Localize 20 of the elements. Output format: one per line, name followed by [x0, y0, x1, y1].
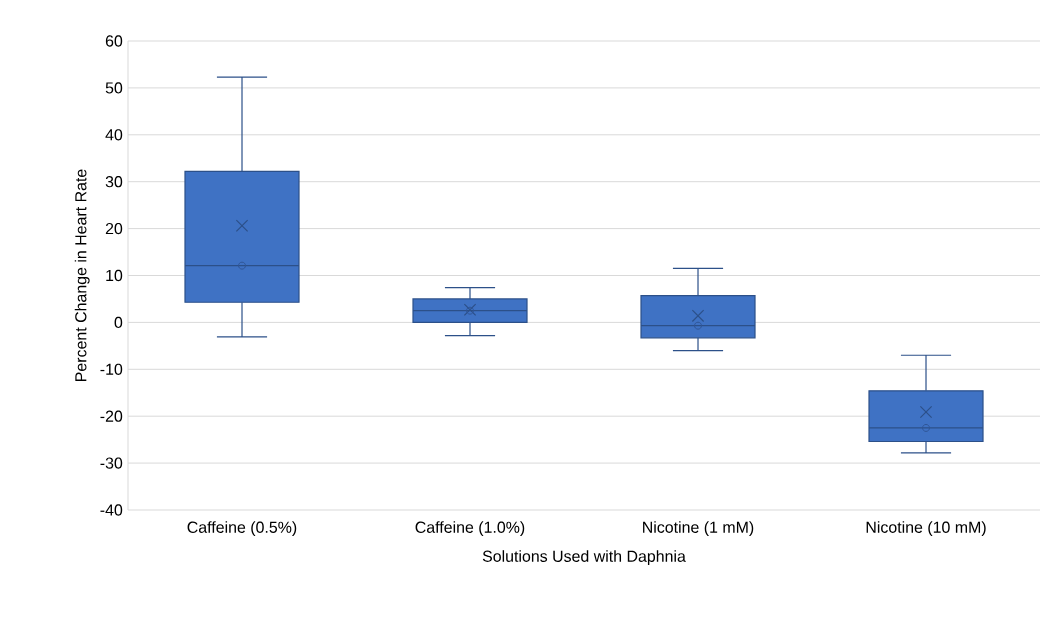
x-tick-label: Nicotine (1 mM) [643, 521, 754, 537]
y-tick-label: 0 [114, 316, 123, 329]
y-tick-label: 40 [105, 129, 123, 141]
y-tick-label: -40 [100, 504, 123, 516]
y-axis-title: Percent Change in Heart Rate [74, 169, 90, 381]
y-tick-label: -20 [100, 410, 123, 422]
x-axis-title: Solutions Used with Daphnia [482, 550, 686, 566]
y-tick-label: -10 [100, 363, 123, 375]
y-tick-label: 30 [105, 176, 123, 188]
y-tick-label: 20 [105, 222, 123, 235]
point [922, 423, 930, 432]
point [238, 261, 246, 270]
x-tick-label: Caffeine (1.0%) [415, 521, 525, 537]
y-tick-label: 60 [105, 35, 123, 47]
y-tick-label: -30 [100, 457, 123, 469]
point [694, 321, 702, 330]
x-tick-label: Caffeine (0.5%) [187, 521, 297, 537]
y-tick-label: 50 [105, 82, 123, 94]
y-tick-label: 10 [106, 269, 123, 282]
x-tick-label: Nicotine (10 mM) [866, 521, 986, 537]
